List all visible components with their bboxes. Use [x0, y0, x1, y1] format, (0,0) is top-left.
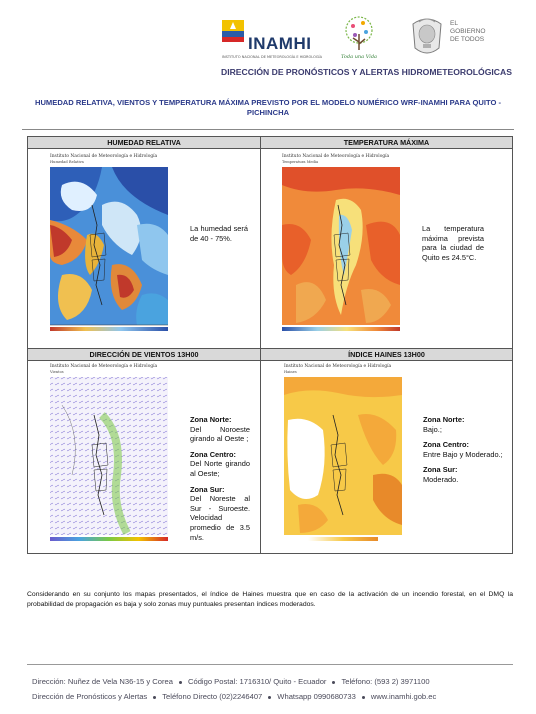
haines-center-label: Zona Centro: — [423, 440, 469, 450]
wind-north-text: Del Noroeste girando al Oeste ; — [190, 424, 250, 444]
temperature-description: La temperatura máxima prevista para la c… — [422, 224, 484, 262]
footer-phone: Teléfono: (593 2) 3971100 — [341, 677, 430, 686]
forecast-grid: HUMEDAD RELATIVA TEMPERATURA MÁXIMA DIRE… — [27, 136, 513, 554]
humidity-heading: HUMEDAD RELATIVA — [28, 137, 260, 149]
haines-center-text: Entre Bajo y Moderado.; — [423, 449, 503, 459]
haines-heading: ÍNDICE HAINES 13H00 — [261, 349, 512, 361]
toda-una-vida-logo-icon: Toda una Vida — [341, 16, 377, 60]
grid-vertical-divider — [260, 137, 261, 553]
footer-direct-phone: Teléfono Directo (02)2246407 — [162, 692, 263, 701]
footer-address: Dirección: Nuñez de Vela N36-15 y Corea — [32, 677, 173, 686]
wind-heading: DIRECCIÓN DE VIENTOS 13H00 — [28, 349, 260, 361]
footer-whatsapp: Whatsapp 0990680733 — [277, 692, 356, 701]
footer-divider — [27, 664, 513, 665]
footer-bullet — [332, 680, 336, 684]
footer-bullet — [153, 695, 157, 699]
government-shield-icon — [412, 18, 442, 54]
humidity-map: Instituto Nacional de Meteorología e Hid… — [42, 153, 172, 341]
inamhi-logo-icon — [222, 20, 244, 42]
government-text: EL GOBIERNO DE TODOS — [450, 20, 486, 43]
report-title: HUMEDAD RELATIVA, VIENTOS Y TEMPERATURA … — [34, 98, 502, 117]
grid-horizontal-divider — [28, 348, 512, 349]
footer-line-1: Dirección: Nuñez de Vela N36-15 y Corea C… — [32, 677, 512, 686]
wind-south-text: Del Noreste al Sur - Suroeste. Velocidad… — [190, 494, 250, 542]
org-subtitle: INSTITUTO NACIONAL DE METEOROLOGÍA E HID… — [222, 55, 322, 59]
title-divider — [22, 129, 514, 130]
vida-logo-text: Toda una Vida — [341, 54, 377, 60]
haines-north-text: Bajo.; — [423, 424, 442, 434]
wind-center-text: Del Norte girando al Oeste; — [190, 459, 250, 478]
wind-north-label: Zona Norte: — [190, 415, 232, 424]
department-title: DIRECCIÓN DE PRONÓSTICOS Y ALERTAS HIDRO… — [221, 67, 512, 77]
wind-map: Instituto Nacional de Meteorología e Hid… — [42, 363, 172, 549]
footer-postal: Código Postal: 1716310/ Quito - Ecuador — [187, 677, 327, 686]
temperature-map: Instituto Nacional de Meteorología e Hid… — [276, 153, 406, 341]
wind-description: Zona Norte: Del Noroeste girando al Oeste… — [190, 415, 250, 548]
wind-center-label: Zona Centro: — [190, 449, 236, 459]
wind-south-label: Zona Sur: — [190, 484, 225, 494]
haines-north-label: Zona Norte: — [423, 415, 465, 424]
footer-bullet — [268, 695, 272, 699]
haines-map: Instituto Nacional de Meteorología e Hid… — [278, 363, 406, 549]
summary-paragraph: Considerando en su conjunto los mapas pr… — [27, 591, 513, 608]
footer-line-2: Dirección de Pronósticos y Alertas Teléfo… — [32, 692, 512, 701]
haines-south-text: Moderado. — [423, 474, 459, 484]
temperature-heading: TEMPERATURA MÁXIMA — [261, 137, 512, 149]
footer-web-link[interactable]: www.inamhi.gob.ec — [370, 692, 437, 701]
haines-south-label: Zona Sur: — [423, 465, 458, 475]
humidity-description: La humedad será de 40 - 75%. — [190, 224, 248, 243]
org-name: INAMHI — [248, 34, 312, 53]
footer-bullet — [361, 695, 365, 699]
footer-department: Dirección de Pronósticos y Alertas — [32, 692, 148, 701]
footer-bullet — [178, 680, 182, 684]
haines-description: Zona Norte: Bajo.; Zona Centro: Entre Bajo… — [423, 415, 511, 491]
